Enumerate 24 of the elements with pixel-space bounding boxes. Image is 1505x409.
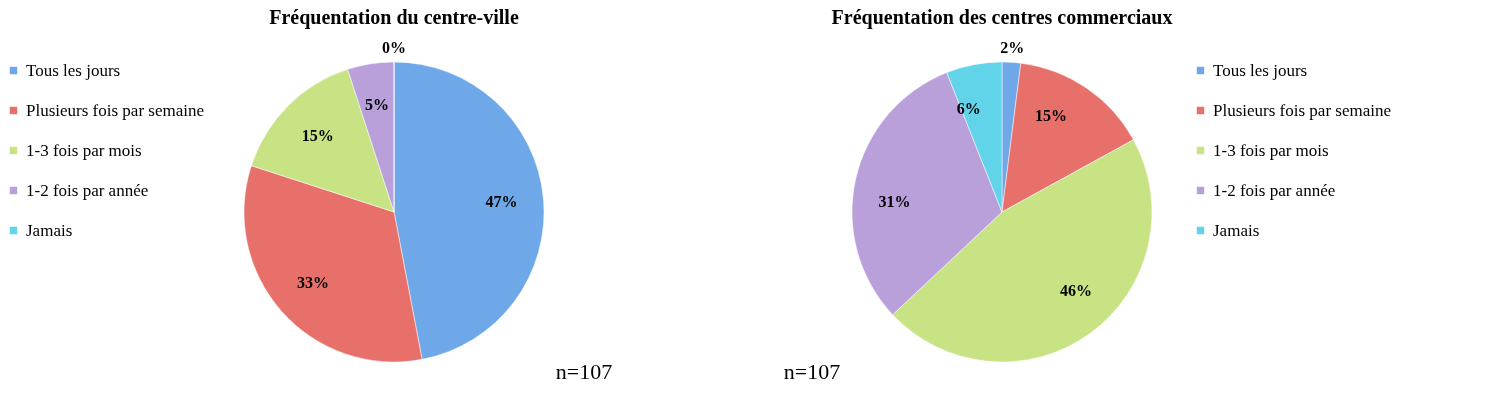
data-label: 31%: [878, 192, 911, 210]
legend-label: Plusieurs fois par semaine: [26, 100, 204, 120]
legend-label: 1-3 fois par mois: [26, 140, 142, 160]
legend-label: 1-3 fois par mois: [1213, 140, 1329, 160]
data-label: 2%: [1000, 39, 1025, 57]
legend-label: 1-2 fois par année: [1213, 180, 1336, 200]
legend-label: Tous les jours: [1213, 60, 1308, 80]
legend-label: Jamais: [26, 220, 73, 240]
text: n=107: [783, 359, 841, 384]
chart-title: Fréquentation des centres commerciaux: [831, 6, 1173, 30]
legend-label: Jamais: [1213, 220, 1260, 240]
text: 0%: [382, 39, 406, 56]
data-label: 47%: [485, 192, 518, 210]
chart-title: Fréquentation du centre-ville: [269, 6, 519, 29]
data-label: 33%: [296, 274, 329, 292]
data-label: 15%: [1035, 106, 1068, 124]
data-label: 15%: [301, 126, 334, 144]
data-label: 46%: [1059, 281, 1092, 299]
data-label: 5%: [365, 96, 390, 114]
text: n=107: [555, 359, 613, 384]
legend-label: Tous les jours: [26, 60, 121, 80]
legend-label: Plusieurs fois par semaine: [1213, 100, 1391, 120]
legend-label: 1-2 fois par année: [26, 180, 149, 200]
data-label: 6%: [956, 100, 981, 118]
